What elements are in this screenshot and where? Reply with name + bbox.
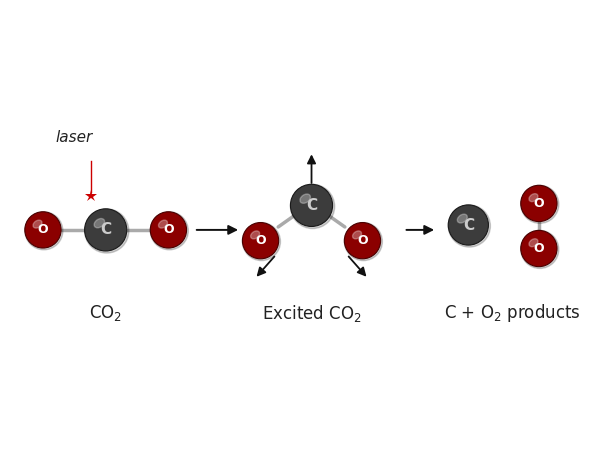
Ellipse shape: [529, 239, 538, 247]
Text: O: O: [255, 234, 266, 247]
Text: C: C: [463, 217, 474, 233]
Circle shape: [242, 223, 280, 261]
Circle shape: [448, 205, 488, 245]
Ellipse shape: [529, 194, 538, 202]
Ellipse shape: [300, 194, 310, 203]
Ellipse shape: [33, 220, 42, 228]
Ellipse shape: [158, 220, 167, 228]
Circle shape: [242, 223, 278, 259]
Circle shape: [290, 184, 332, 226]
Circle shape: [150, 212, 187, 248]
Text: C: C: [306, 198, 317, 213]
Text: O: O: [533, 197, 544, 210]
Text: O: O: [38, 223, 48, 236]
Text: O: O: [163, 223, 174, 236]
Circle shape: [521, 185, 557, 221]
Circle shape: [521, 185, 559, 223]
Circle shape: [521, 230, 559, 269]
Circle shape: [85, 209, 127, 251]
Circle shape: [85, 209, 129, 253]
Circle shape: [448, 205, 490, 247]
Circle shape: [25, 212, 63, 250]
Circle shape: [344, 223, 382, 261]
Circle shape: [290, 184, 335, 229]
Circle shape: [521, 230, 557, 267]
Text: Excited CO$_2$: Excited CO$_2$: [262, 303, 361, 324]
Text: O: O: [533, 242, 544, 255]
Text: C: C: [100, 222, 111, 238]
Ellipse shape: [457, 214, 467, 223]
Text: laser: laser: [56, 130, 93, 144]
Ellipse shape: [251, 231, 260, 239]
Text: C + O$_2$ products: C + O$_2$ products: [444, 302, 581, 324]
Ellipse shape: [353, 231, 362, 239]
Circle shape: [344, 223, 380, 259]
Text: O: O: [357, 234, 368, 247]
Ellipse shape: [94, 219, 104, 228]
Text: CO$_2$: CO$_2$: [89, 303, 122, 323]
Circle shape: [25, 212, 61, 248]
Circle shape: [150, 212, 188, 250]
